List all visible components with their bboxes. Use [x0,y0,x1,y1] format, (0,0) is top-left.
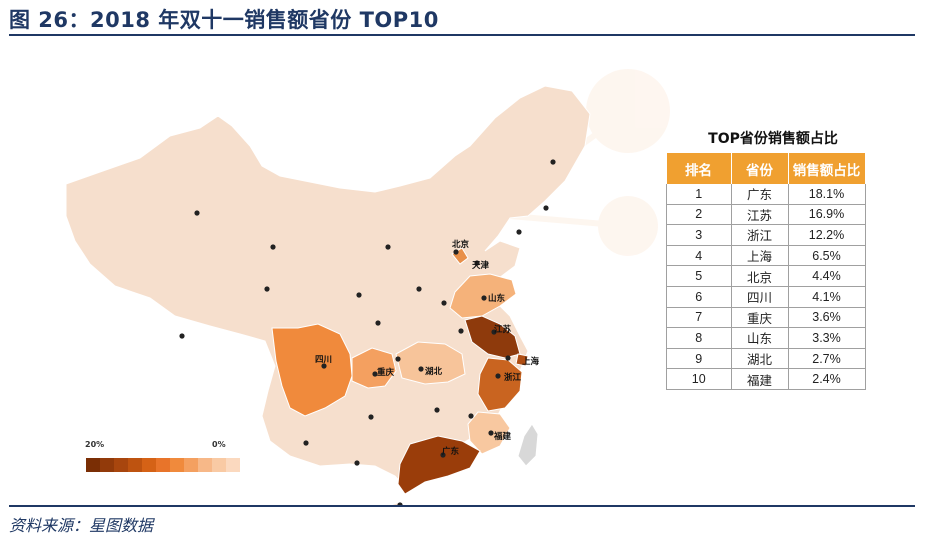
province-cell: 四川 [731,286,789,308]
province-cell: 江苏 [731,204,789,226]
province-guangdong [397,435,481,495]
table-title: TOP省份销售额占比 [708,131,838,147]
table-header-row: 排名 省份 销售额占比 [666,153,866,184]
province-cell: 山东 [731,327,789,349]
island-taiwan [517,423,539,467]
table-row: 4 上海 6.5% [666,245,866,267]
capital-dots [179,159,556,506]
rank-cell: 6 [666,286,732,308]
share-cell: 3.6% [788,307,866,329]
header-rank: 排名 [666,153,732,184]
table-row: 3 浙江 12.2% [666,224,866,246]
label-fujian: 福建 [493,431,512,441]
rank-cell: 1 [666,184,732,205]
table-row: 6 四川 4.1% [666,286,866,308]
table-row: 8 山东 3.3% [666,327,866,349]
china-sales-map: 北京 天津 山东 江苏 上海 浙江 四川 重庆 湖北 福建 广东 [65,69,670,506]
legend-high-label: 20% [85,440,105,449]
table-row: 2 江苏 16.9% [666,204,866,226]
label-zhejiang: 浙江 [504,372,522,382]
rank-cell: 7 [666,307,732,329]
legend-swatch [212,458,226,472]
header-share: 销售额占比 [788,153,866,184]
label-shanghai: 上海 [522,356,540,366]
legend-swatch [100,458,114,472]
share-cell: 6.5% [788,245,866,267]
share-cell: 18.1% [788,184,866,205]
rank-cell: 4 [666,245,732,267]
label-chongqing: 重庆 [377,367,395,377]
table-row: 1 广东 18.1% [666,184,866,205]
province-sichuan [271,323,353,417]
legend-swatch [114,458,128,472]
province-zhejiang [477,357,523,412]
top-rule [9,34,915,36]
legend-swatch [128,458,142,472]
province-cell: 浙江 [731,224,789,246]
legend-swatch [170,458,184,472]
figure-title: 图 26：2018 年双十一销售额省份 TOP10 [9,8,439,32]
legend-swatch [156,458,170,472]
label-guangdong: 广东 [442,446,460,456]
label-shandong: 山东 [488,293,506,303]
legend-swatch [142,458,156,472]
share-cell: 3.3% [788,327,866,349]
label-hubei: 湖北 [425,366,443,376]
rank-cell: 2 [666,204,732,226]
share-cell: 12.2% [788,224,866,246]
share-cell: 16.9% [788,204,866,226]
rank-cell: 8 [666,327,732,349]
rank-cell: 3 [666,224,732,246]
legend-swatch [226,458,240,472]
province-cell: 湖北 [731,348,789,370]
province-cell: 北京 [731,265,789,287]
table-row: 5 北京 4.4% [666,265,866,287]
province-cell: 重庆 [731,307,789,329]
bottom-rule [9,505,915,507]
rank-cell: 10 [666,368,732,390]
table-row: 9 湖北 2.7% [666,348,866,370]
share-cell: 2.7% [788,348,866,370]
legend-low-label: 0% [212,440,226,449]
rank-cell: 5 [666,265,732,287]
province-cell: 上海 [731,245,789,267]
label-jiangsu: 江苏 [494,324,512,334]
share-cell: 4.4% [788,265,866,287]
province-cell: 广东 [731,184,789,205]
sales-share-table: 排名 省份 销售额占比 1 广东 18.1% 2 江苏 16.9% 3 浙江 12.2% 4… [666,153,866,390]
table-row: 7 重庆 3.6% [666,307,866,329]
label-beijing: 北京 [452,239,470,249]
province-shanghai [515,353,529,367]
legend-color-scale [86,458,240,472]
share-cell: 4.1% [788,286,866,308]
province-hubei [395,341,466,385]
table-row: 10 福建 2.4% [666,368,866,390]
share-cell: 2.4% [788,368,866,390]
rank-cell: 9 [666,348,732,370]
legend-swatch [184,458,198,472]
label-sichuan: 四川 [315,354,332,364]
province-chongqing [351,347,397,389]
legend-swatch [86,458,100,472]
legend-swatch [198,458,212,472]
label-tianjin: 天津 [472,260,490,270]
header-province: 省份 [731,153,789,184]
source-note: 资料来源：星图数据 [9,516,154,535]
province-cell: 福建 [731,368,789,390]
china-base-region [65,85,591,485]
